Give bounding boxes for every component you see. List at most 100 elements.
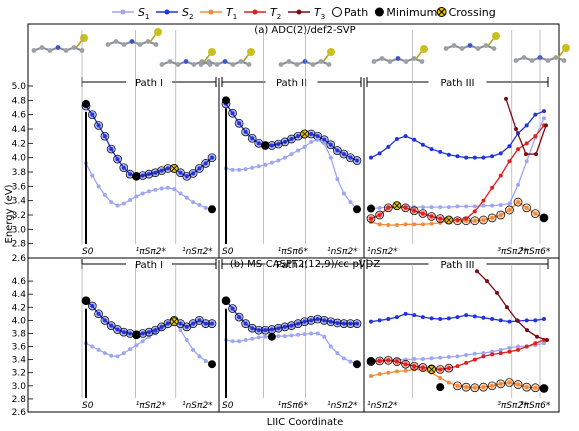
molecule-bond <box>149 33 157 43</box>
y-tick-label: 3.4 <box>12 356 27 366</box>
molecule-atom <box>167 59 173 64</box>
crossing-x <box>171 318 177 325</box>
data-point-s2 <box>102 134 107 139</box>
molecule-atom <box>278 62 284 67</box>
data-point-s1 <box>165 185 170 190</box>
data-point-s1 <box>429 356 434 361</box>
data-point-s1 <box>328 344 333 349</box>
data-point-s2 <box>296 134 301 139</box>
data-point-t2 <box>481 198 486 203</box>
y-tick-label: 3.0 <box>12 225 27 235</box>
molecule-atom <box>371 59 377 64</box>
data-point-t2 <box>455 218 460 223</box>
data-point-s2 <box>377 318 382 323</box>
state-label: ¹πSπ2* <box>136 247 167 257</box>
data-point-s2 <box>446 152 451 157</box>
data-point-s2 <box>140 173 145 178</box>
data-point-s1 <box>282 334 287 339</box>
data-point-s2 <box>464 313 469 318</box>
molecule-atom <box>198 62 204 67</box>
data-point-s1 <box>377 205 382 210</box>
data-point-s2 <box>184 174 189 179</box>
data-point-s1 <box>140 339 145 344</box>
data-point-s1 <box>315 331 320 336</box>
data-point-s1 <box>178 328 183 333</box>
molecule-sketch <box>198 48 255 67</box>
state-label: ³πSπ6* <box>520 401 551 411</box>
data-point-t1 <box>507 207 512 212</box>
data-point-s2 <box>533 318 538 323</box>
data-point-t1 <box>369 374 373 378</box>
data-point-t2 <box>420 211 425 216</box>
data-point-s1 <box>498 347 503 352</box>
data-point-t1 <box>446 380 451 385</box>
data-point-s1 <box>328 155 333 160</box>
data-point-s2 <box>109 147 114 152</box>
data-point-s1 <box>446 355 451 360</box>
data-point-t3 <box>485 279 489 284</box>
data-point-t1 <box>472 218 477 223</box>
data-point-s2 <box>542 317 546 322</box>
data-point-s1 <box>481 351 486 356</box>
data-point-s2 <box>269 143 274 148</box>
data-point-s1 <box>498 202 503 207</box>
y-tick-label: 3.4 <box>12 197 27 207</box>
data-point-s2 <box>243 129 248 134</box>
data-point-s2 <box>282 139 287 144</box>
data-point-s2 <box>203 321 208 326</box>
data-point-t2 <box>507 159 512 164</box>
data-point-s1 <box>121 201 126 206</box>
data-point-t1 <box>516 200 521 205</box>
data-point-t3 <box>544 123 548 128</box>
data-point-t2 <box>516 347 521 352</box>
data-point-s2 <box>165 166 170 171</box>
data-point-s1 <box>96 347 101 352</box>
data-point-s2 <box>203 161 208 166</box>
data-point-t2 <box>377 213 382 217</box>
data-point-s2 <box>210 321 214 326</box>
data-point-s1 <box>237 167 242 172</box>
legend-dot-s1 <box>120 9 126 15</box>
data-point-t2 <box>524 344 529 349</box>
data-point-s1 <box>302 332 307 337</box>
minimum-marker <box>132 172 141 181</box>
y-tick-label: 4.2 <box>12 303 26 313</box>
data-point-s2 <box>250 326 255 331</box>
molecule-atom <box>491 46 497 51</box>
data-point-t2 <box>438 216 443 221</box>
data-point-t1 <box>386 370 391 375</box>
sulfur-atom <box>420 45 428 53</box>
molecule-atom <box>121 42 127 47</box>
molecule-atom <box>238 59 244 64</box>
data-point-s2 <box>322 137 327 142</box>
data-point-t2 <box>386 205 391 210</box>
data-point-t2 <box>403 362 408 367</box>
data-point-s1 <box>197 354 202 359</box>
data-point-s2 <box>420 142 425 147</box>
data-point-t2 <box>464 360 469 365</box>
data-point-t1 <box>403 222 408 227</box>
data-point-t3 <box>505 305 509 310</box>
data-point-s2 <box>472 155 477 160</box>
data-point-s2 <box>115 157 120 162</box>
data-point-s1 <box>472 351 477 356</box>
data-point-s1 <box>464 353 469 358</box>
data-point-s1 <box>159 186 164 191</box>
state-label: ¹πSπ2* <box>136 401 167 411</box>
data-point-s2 <box>481 315 486 320</box>
y-tick-label: 3.6 <box>12 343 27 353</box>
data-point-s2 <box>507 144 512 149</box>
data-point-t1 <box>498 381 503 386</box>
state-label: ¹nSπ2* <box>327 247 358 257</box>
data-point-s1 <box>172 187 177 192</box>
molecule-atom <box>467 43 473 48</box>
minimum-marker <box>208 205 216 214</box>
data-point-t2 <box>533 134 538 139</box>
data-point-s1 <box>263 334 268 339</box>
data-point-s1 <box>455 204 460 209</box>
molecule-atom <box>214 62 220 67</box>
data-point-t1 <box>403 368 408 373</box>
data-point-s2 <box>147 330 151 335</box>
molecule-atom <box>483 43 489 48</box>
data-point-s1 <box>90 344 95 349</box>
